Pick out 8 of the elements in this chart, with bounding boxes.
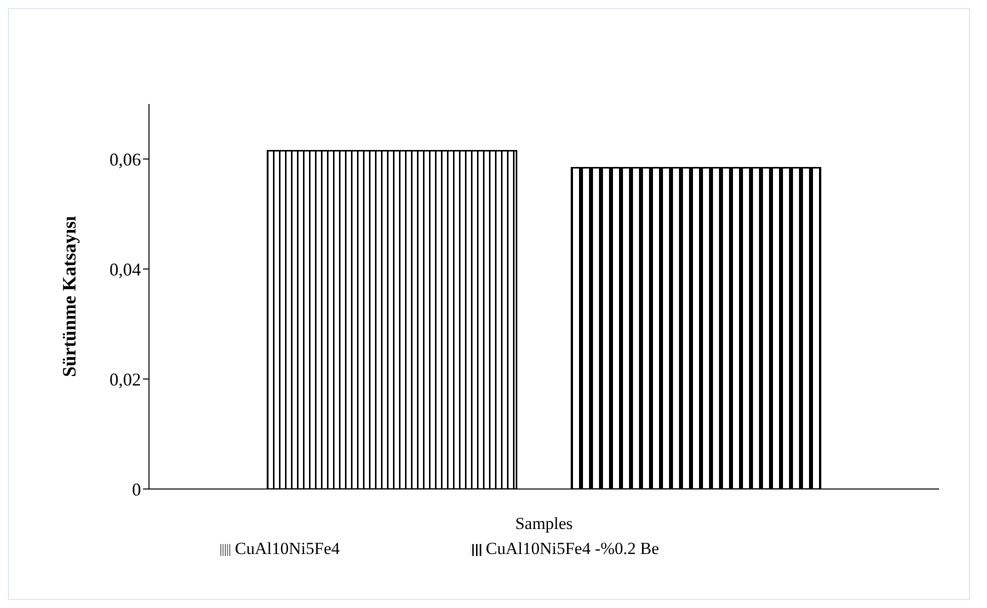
legend-label: CuAl10Ni5Fe4 -%0.2 Be [486, 539, 660, 558]
y-tick-label: 0,04 [110, 259, 141, 280]
y-axis-title: Sürtünme Katsayısı [60, 216, 81, 377]
y-tick-label: 0,02 [110, 369, 141, 390]
y-tick-label: 0 [132, 479, 141, 500]
legend-label: CuAl10Ni5Fe4 [234, 539, 340, 558]
y-tick-label: 0,06 [110, 149, 141, 170]
x-axis-title: Samples [515, 514, 573, 533]
